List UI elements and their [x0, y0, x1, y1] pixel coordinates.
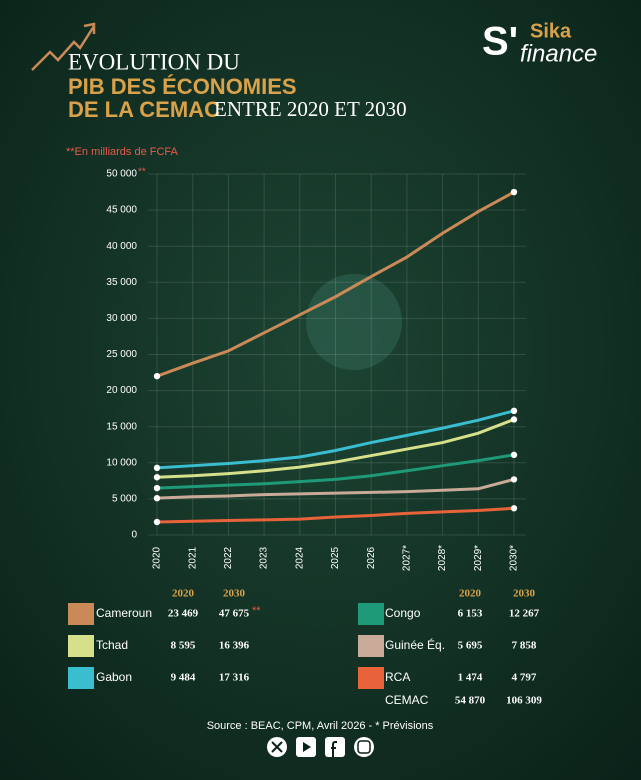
legend-swatch — [358, 667, 384, 689]
end-point — [153, 518, 161, 526]
y-tick-label: 50 000 — [106, 169, 137, 180]
end-point — [153, 372, 161, 380]
x-tick-label: 2030* — [509, 545, 520, 571]
end-point — [510, 407, 518, 415]
y-tick-label: 0 — [131, 530, 137, 541]
series-line — [156, 506, 515, 524]
globe-decoration — [306, 274, 402, 370]
legend-swatch — [358, 603, 384, 625]
x-tick-label: 2028* — [437, 545, 448, 571]
instagram-icon[interactable] — [354, 737, 374, 757]
x-tick-label: 2025 — [330, 546, 341, 569]
table-cell: 8 595 — [171, 640, 196, 652]
youtube-glyph — [303, 742, 311, 752]
end-point — [153, 464, 161, 472]
table-cell: 47 675 — [219, 608, 250, 620]
table-cell: 5 695 — [458, 640, 483, 652]
facebook-glyph — [331, 741, 337, 757]
end-point — [153, 474, 161, 481]
legend-label: Gabon — [96, 670, 132, 684]
table-cell: 1 474 — [458, 672, 483, 684]
social-icons — [267, 737, 374, 757]
table-header: 2030 — [223, 588, 246, 600]
y-tick-label: 45 000 — [106, 205, 137, 216]
end-point — [153, 494, 161, 502]
end-point — [510, 416, 518, 423]
x-tick-label: 2023 — [259, 546, 270, 569]
legend-swatch — [68, 667, 94, 689]
table-cell: 9 484 — [171, 672, 196, 684]
y-tick-label: 35 000 — [106, 277, 137, 288]
table-total-cell: 106 309 — [506, 695, 542, 707]
x-tick-label: 2024 — [294, 546, 305, 569]
series-line — [156, 477, 515, 500]
table-cell: 16 396 — [219, 640, 250, 652]
table-total-cell: 54 870 — [455, 695, 486, 707]
y-tick-label: 25 000 — [106, 349, 137, 360]
table-total-name: CEMAC — [385, 693, 429, 707]
logo-sub: finance — [520, 40, 597, 67]
x-tick-label: 2022 — [223, 546, 234, 569]
y-tick-label: 15 000 — [106, 421, 137, 432]
legend-label: Guinée Éq. — [385, 637, 445, 652]
y-tick-label: 5 000 — [112, 494, 137, 505]
series-line — [156, 190, 515, 378]
legend-label: Cameroun — [96, 606, 152, 620]
subtitle: **En milliards de FCFA — [66, 146, 179, 158]
x-tick-label: 2027* — [402, 545, 413, 571]
table-cell: 23 469 — [168, 608, 199, 620]
x-tick-label: 2029* — [473, 545, 484, 571]
end-point — [510, 476, 518, 483]
ytick-note: ** — [138, 167, 146, 178]
title-line: DE LA CEMAC — [68, 97, 220, 122]
table-header: 2020 — [459, 588, 482, 600]
logo-brand: Sika — [530, 20, 572, 42]
legend-label: RCA — [385, 670, 410, 684]
logo-mark: S' — [482, 20, 518, 64]
series-line — [156, 453, 515, 490]
arrow-icon — [31, 22, 96, 71]
series-line — [156, 409, 515, 470]
table-cell: 4 797 — [512, 672, 537, 684]
end-point — [153, 484, 161, 492]
end-point — [510, 505, 518, 512]
x-tick-label: 2020 — [152, 546, 163, 569]
table-note: ** — [252, 605, 261, 617]
legend-swatch — [68, 603, 94, 625]
title-line: EVOLUTION DU — [68, 49, 240, 74]
legend-label: Congo — [385, 606, 421, 620]
table-cell: 12 267 — [509, 608, 540, 620]
x-glyph — [271, 741, 283, 753]
series-line — [156, 418, 515, 479]
table-cell: 17 316 — [219, 672, 250, 684]
table-header: 2020 — [172, 588, 195, 600]
table-header: 2030 — [513, 588, 536, 600]
instagram-glyph — [357, 740, 371, 754]
y-tick-label: 10 000 — [106, 457, 137, 468]
y-tick-label: 20 000 — [106, 385, 137, 396]
y-tick-label: 30 000 — [106, 313, 137, 324]
x-tick-label: 2021 — [187, 546, 198, 569]
legend-swatch — [358, 635, 384, 657]
table-cell: 7 858 — [512, 640, 537, 652]
x-tick-label: 2026 — [366, 546, 377, 569]
title-line: PIB DES ÉCONOMIES — [68, 74, 297, 99]
title-line: ENTRE 2020 ET 2030 — [214, 97, 407, 121]
end-point — [510, 188, 518, 196]
y-tick-label: 40 000 — [106, 241, 137, 252]
table-cell: 6 153 — [458, 608, 483, 620]
legend-label: Tchad — [96, 638, 128, 652]
end-point — [510, 451, 518, 459]
legend-swatch — [68, 635, 94, 657]
source: Source : BEAC, CPM, Avril 2026 - * Prévi… — [207, 720, 434, 732]
